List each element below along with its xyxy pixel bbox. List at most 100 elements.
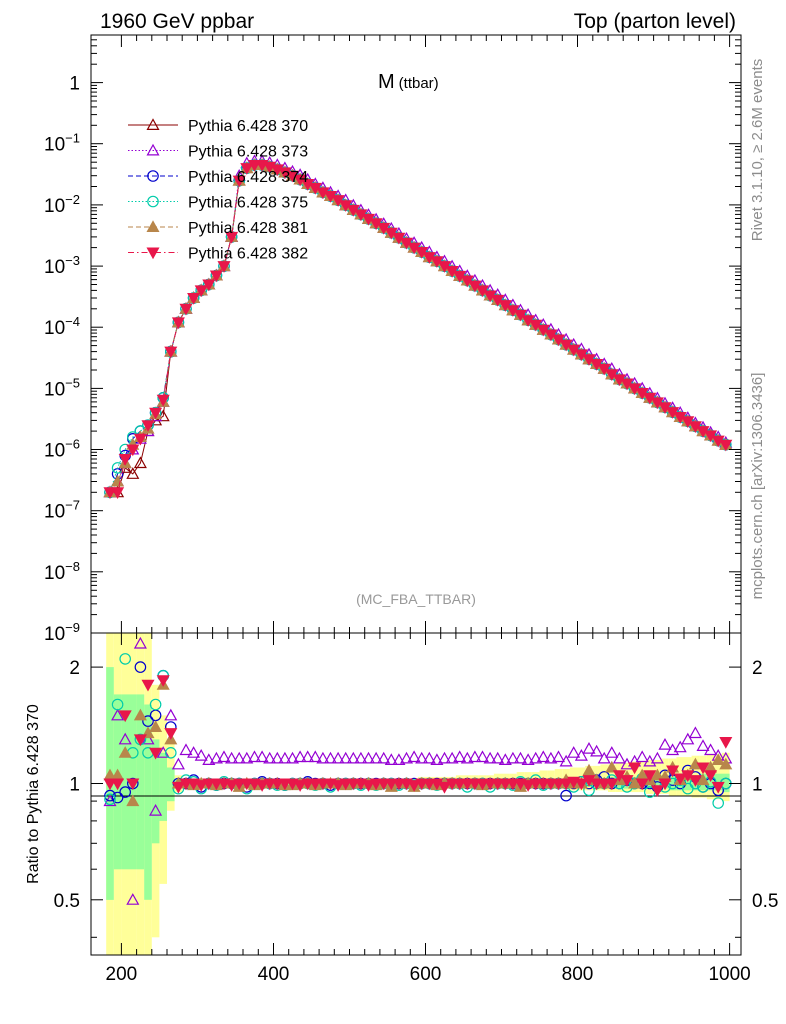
ratio-data-point [704, 743, 718, 756]
main-series-5 [103, 160, 733, 500]
ratio-data-point [658, 737, 672, 750]
legend-item: Pythia 6.428 375 [128, 195, 308, 212]
main-data-point [156, 394, 170, 407]
ratio-data-point [475, 750, 490, 763]
main-data-point [164, 346, 178, 359]
ratio-data-point [605, 778, 619, 791]
ratio-data-point [179, 743, 193, 756]
legend-marker [146, 118, 160, 130]
ratio-data-point [133, 734, 147, 747]
ratio-data-point [498, 753, 512, 766]
ratio-data-point [285, 751, 300, 764]
main-data-point [247, 160, 262, 172]
header-right: Top (parton level) [574, 10, 736, 33]
main-data-point [225, 231, 239, 244]
ratio-data-point [118, 710, 132, 723]
legend-label: Pythia 6.428 370 [188, 118, 308, 135]
ratio-data-point [437, 781, 452, 794]
x-tick-label: 400 [258, 964, 290, 985]
header-left: 1960 GeV ppbar [100, 10, 254, 33]
main-data-point [597, 363, 611, 376]
ratio-data-point [681, 732, 695, 745]
ratio-data-point [560, 789, 572, 802]
ratio-data-point [712, 797, 724, 809]
ratio-data-point [187, 746, 201, 758]
ratio-data-point [194, 780, 208, 792]
ratio-data-point [475, 778, 490, 791]
legend-item: Pythia 6.428 373 [128, 144, 308, 161]
ratio-data-point [711, 781, 725, 794]
ratio-data-point [209, 751, 223, 764]
main-data-point [719, 439, 733, 452]
main-data-point [133, 433, 147, 446]
y-tick-label-base: 10 [44, 502, 65, 523]
ratio-data-point [149, 803, 163, 816]
ratio-data-point [354, 751, 368, 764]
ratio-band-green [668, 775, 677, 791]
ratio-data-point [346, 751, 360, 764]
legend-item: Pythia 6.428 382 [128, 246, 308, 263]
ratio-data-point [574, 778, 588, 791]
ratio-data-point [194, 748, 208, 761]
ratio-data-point [635, 778, 649, 791]
ratio-y-tick-label: 1 [69, 775, 80, 796]
ratio-data-point [559, 778, 573, 791]
ratio-data-point [255, 780, 269, 792]
ratio-plot-area: 0.5 0.5 1 1 2 2 200 400 600 800 1000 [54, 632, 778, 985]
legend-label: Pythia 6.428 381 [188, 220, 308, 237]
y-tick-label-exp: −7 [65, 498, 80, 513]
legend-marker [146, 143, 160, 156]
ratio-data-point [118, 732, 132, 745]
ratio-data-point [719, 736, 733, 749]
ratio-data-point [149, 698, 162, 711]
y-tick-label: 10−5 [44, 375, 80, 400]
ratio-data-point [415, 778, 429, 791]
ratio-data-point [255, 750, 269, 763]
main-data-point [149, 407, 163, 420]
main-data-point [126, 444, 140, 457]
ratio-data-point [483, 751, 497, 764]
ratio-data-point [498, 778, 512, 791]
legend-item: Pythia 6.428 381 [128, 220, 308, 237]
y-tick-label-base: 10 [44, 379, 65, 400]
y-tick-label-exp: −9 [65, 620, 80, 635]
ratio-data-point [149, 720, 163, 733]
ratio-data-point [673, 740, 687, 753]
ratio-series-group [103, 636, 733, 905]
ratio-band-green [722, 773, 730, 793]
legend-label: Pythia 6.428 374 [188, 169, 308, 186]
ratio-data-point [179, 778, 193, 791]
ratio-data-point [437, 751, 452, 764]
main-data-point [118, 454, 132, 466]
legend: Pythia 6.428 370 Pythia 6.428 373 Pythia 6… [128, 118, 308, 263]
ratio-y-axis-label: Ratio to Pythia 6.428 370 [25, 704, 42, 884]
y-tick-label-exp: −1 [65, 131, 80, 146]
x-tick-label: 1000 [708, 964, 750, 985]
ratio-data-point [521, 753, 535, 766]
ratio-data-point [711, 753, 725, 766]
ratio-band-green [159, 752, 167, 821]
ratio-data-point [278, 778, 292, 791]
ratio-data-point [103, 778, 117, 791]
ratio-data-point [165, 746, 177, 759]
ratio-data-point [491, 751, 505, 764]
ratio-data-point [270, 778, 284, 791]
main-data-point [194, 285, 208, 298]
ratio-data-point [430, 753, 444, 766]
mcplots-source-label: mcplots.cern.ch [arXiv:1306.3436] [749, 373, 766, 600]
legend-marker [147, 195, 159, 208]
ratio-data-point [559, 754, 573, 767]
y-tick-label-base: 10 [44, 196, 65, 217]
ratio-data-point [513, 751, 528, 764]
main-plot-title: M (ttbar) [378, 71, 439, 93]
ratio-data-point [119, 786, 131, 798]
y-tick-label-base: 10 [44, 563, 65, 584]
ratio-data-point [331, 780, 345, 792]
ratio-data-point [704, 770, 718, 783]
ratio-data-point [171, 757, 185, 770]
main-plot-title-sub: (ttbar) [399, 75, 439, 92]
ratio-data-point [126, 778, 140, 791]
ratio-data-point [232, 778, 246, 791]
ratio-data-point [529, 778, 543, 791]
y-tick-label-base: 10 [44, 257, 65, 278]
